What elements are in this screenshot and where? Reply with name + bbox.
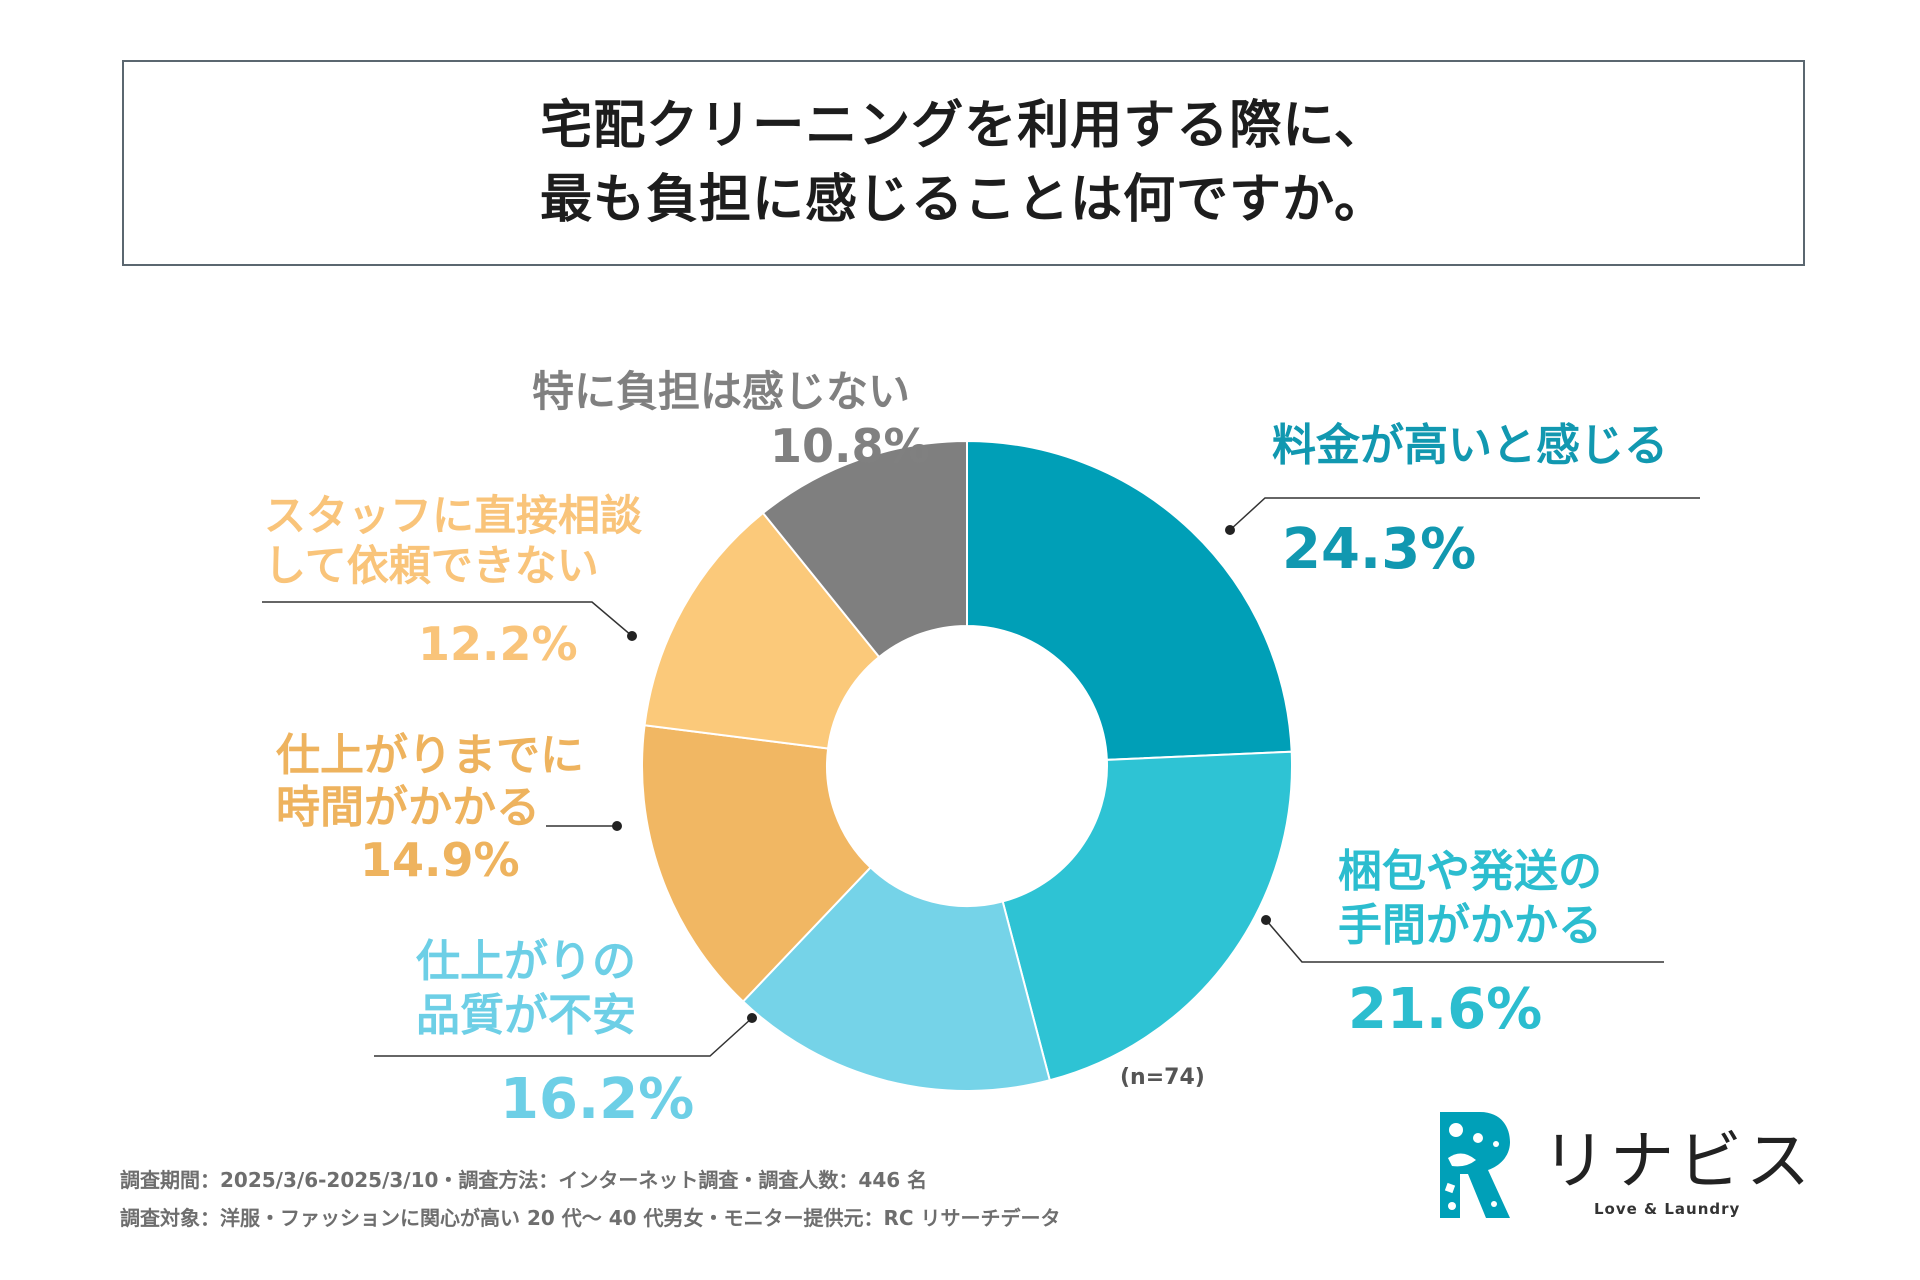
slice-4-leader-dot (612, 821, 622, 831)
chart-title-line-2: 最も負担に感じることは何ですか。 (540, 170, 1387, 230)
slice-1-label-line-1: 料金が高いと感じる (1272, 420, 1668, 471)
slice-3-value-label: 16.2% (500, 1067, 694, 1132)
title-box: 宅配クリーニングを利用する際に、 最も負担に感じることは何ですか。 (122, 60, 1805, 266)
slice-3-label-line-1: 仕上がりの (416, 936, 636, 987)
slice-2-label-line-2: 手間がかかる (1338, 900, 1602, 951)
slice-6-value-label: 10.8% (770, 419, 930, 473)
slice-1-leader-line (1229, 497, 1700, 531)
slice-3-leader-dot (747, 1013, 757, 1023)
slice-4-value-label: 14.9% (360, 833, 520, 887)
slice-3-label-line-2: 品質が不安 (416, 990, 636, 1041)
logo-r-mark-icon (1440, 1112, 1510, 1218)
slice-3-leader-line (374, 1017, 753, 1057)
logo-wordmark: リナビス (1542, 1125, 1814, 1199)
chart-title-line-1: 宅配クリーニングを利用する際に、 (540, 96, 1387, 156)
slice-4-label-line-2: 時間がかかる (276, 782, 540, 833)
logo-tagline: Love & Laundry (1594, 1200, 1741, 1218)
slice-1-value-label: 24.3% (1282, 517, 1476, 582)
slice-6-wedge (761, 439, 968, 659)
slice-1-wedge (966, 439, 1293, 761)
slice-2-leader-dot (1261, 915, 1271, 925)
slice-5-leader-line (262, 601, 633, 637)
slice-5-label-line-1: スタッフに直接相談 (264, 491, 642, 540)
slice-3-wedge (741, 866, 1052, 1092)
slice-5-leader-dot (627, 631, 637, 641)
footnote-survey-target: 調査対象：洋服・ファッションに関心が高い 20 代〜 40 代男女・モニター提供… (120, 1206, 1061, 1230)
slice-2-value-label: 21.6% (1348, 977, 1542, 1042)
slice-5-value-label: 12.2% (418, 617, 578, 671)
footnote-survey-method: 調査期間：2025/3/6-2025/3/10・調査方法：インターネット調査・調… (120, 1168, 928, 1192)
slice-4-label-line-1: 仕上がりまでに (276, 730, 584, 781)
slice-5-label-line-2: して依頼できない (264, 541, 599, 590)
slice-6-label-line-1: 特に負担は感じない (532, 367, 910, 416)
slice-2-wedge (1001, 750, 1294, 1082)
sample-size-label: (n=74) (1120, 1065, 1205, 1090)
brand-logo: リナビス Love & Laundry (1436, 1108, 1810, 1228)
slice-2-label-line-1: 梱包や発送の (1338, 846, 1602, 897)
slice-2-leader-line (1265, 919, 1664, 963)
slice-1-leader-dot (1225, 525, 1235, 535)
slice-group (641, 439, 1294, 1092)
slice-4-wedge (641, 724, 872, 1003)
slice-5-wedge (643, 511, 881, 750)
